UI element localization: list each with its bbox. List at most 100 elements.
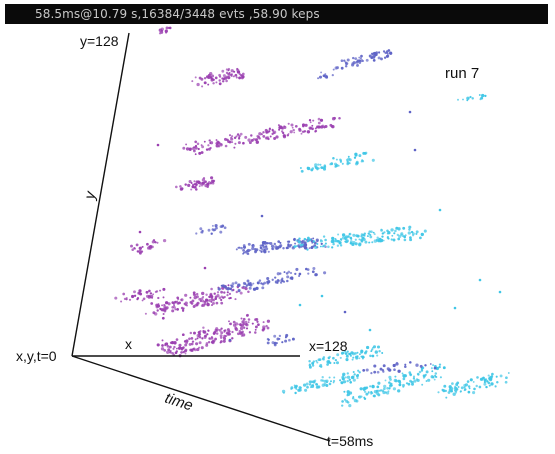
event-point	[227, 284, 230, 287]
event-point	[337, 233, 340, 236]
event-point	[438, 365, 441, 369]
event-point	[290, 386, 294, 390]
event-point	[362, 369, 366, 372]
event-point	[174, 185, 178, 189]
event-point	[325, 384, 329, 387]
event-point	[485, 385, 488, 389]
event-point	[397, 389, 401, 393]
event-point	[343, 398, 347, 401]
event-point	[354, 238, 357, 241]
event-point	[432, 364, 435, 367]
event-point	[242, 249, 245, 252]
event-point	[235, 135, 238, 138]
event-point	[204, 334, 207, 338]
event-point	[387, 231, 391, 235]
event-point	[202, 326, 205, 329]
event-point	[141, 245, 144, 248]
event-point	[481, 93, 485, 98]
event-point	[316, 242, 319, 246]
event-point	[235, 327, 239, 332]
event-point	[298, 303, 302, 307]
event-point	[262, 131, 265, 134]
event-point	[336, 66, 339, 70]
event-point	[194, 153, 197, 156]
event-point	[270, 244, 275, 248]
event-point	[386, 52, 389, 55]
event-point	[123, 297, 127, 301]
event-point	[402, 377, 406, 381]
event-point	[380, 228, 383, 231]
event-point	[318, 358, 322, 361]
event-point	[335, 158, 338, 161]
event-point	[370, 230, 373, 233]
event-point	[479, 98, 482, 101]
event-point	[308, 365, 312, 369]
event-point	[390, 384, 393, 387]
event-point	[199, 329, 202, 333]
event-point	[169, 349, 172, 353]
event-point	[247, 252, 250, 256]
event-point	[191, 299, 195, 303]
event-point	[407, 231, 411, 235]
event-point	[364, 152, 367, 155]
event-point	[261, 328, 265, 332]
event-point	[438, 363, 442, 366]
event-point	[490, 382, 494, 386]
event-point	[372, 231, 375, 234]
event-point	[168, 345, 172, 349]
event-point	[230, 75, 233, 77]
event-point	[194, 76, 197, 79]
event-point	[341, 400, 344, 403]
event-point	[340, 66, 344, 70]
event-point	[355, 374, 359, 378]
event-point	[236, 70, 241, 74]
event-point	[343, 390, 346, 393]
event-point	[390, 228, 394, 232]
event-point	[282, 280, 286, 283]
event-point	[319, 163, 322, 166]
event-point	[160, 27, 164, 31]
event-point	[154, 312, 158, 316]
event-point	[349, 354, 352, 357]
event-point	[312, 266, 316, 271]
event-point	[200, 304, 204, 307]
event-point	[411, 382, 414, 386]
event-point	[247, 282, 251, 287]
event-point	[507, 372, 510, 374]
event-point	[398, 381, 402, 384]
event-point	[472, 391, 476, 395]
event-point	[232, 323, 237, 327]
event-point	[371, 241, 374, 244]
event-point	[276, 337, 280, 341]
event-point	[223, 226, 227, 230]
event-point	[198, 151, 202, 155]
event-point	[166, 350, 170, 354]
event-point	[175, 338, 179, 341]
event-point	[346, 58, 350, 62]
event-point	[372, 394, 376, 398]
event-point	[344, 350, 347, 353]
event-point	[482, 376, 485, 380]
event-point	[210, 340, 214, 344]
event-point	[120, 300, 123, 303]
event-point	[199, 227, 203, 231]
event-point	[363, 390, 367, 393]
event-point	[382, 391, 386, 395]
event-point	[298, 127, 302, 131]
event-point	[289, 271, 293, 275]
event-point	[222, 74, 226, 78]
event-point	[201, 145, 205, 149]
event-point	[196, 82, 200, 87]
event-point	[161, 339, 164, 342]
event-point	[245, 285, 247, 288]
event-point	[358, 61, 362, 64]
event-point	[341, 404, 344, 407]
event-point	[486, 380, 489, 383]
event-point	[308, 380, 312, 384]
event-point	[224, 137, 227, 141]
event-point	[317, 163, 320, 166]
event-point	[478, 385, 482, 389]
event-point	[242, 141, 245, 145]
event-point	[331, 246, 334, 249]
